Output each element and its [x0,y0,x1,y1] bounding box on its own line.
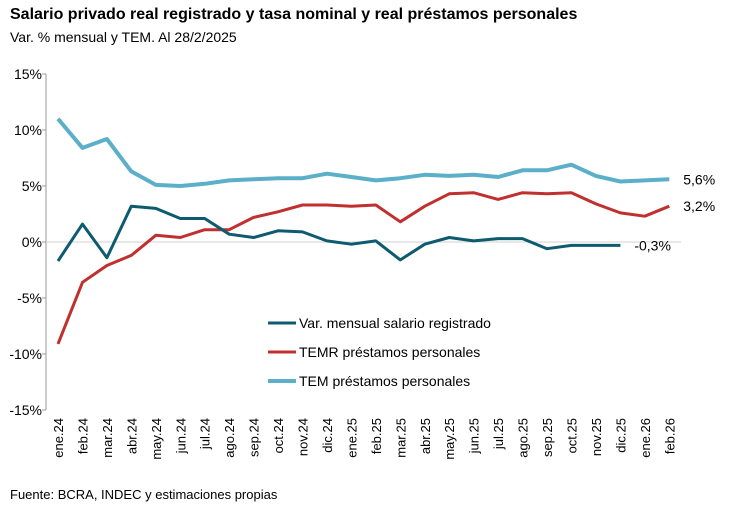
y-tick-label: 15% [14,66,42,82]
chart-title: Salario privado real registrado y tasa n… [10,6,578,23]
x-tick-label: sep.25 [540,418,555,457]
source-note: Fuente: BCRA, INDEC y estimaciones propi… [10,487,278,502]
x-tick-label: abr.25 [418,418,433,454]
x-tick-label: may.25 [442,418,457,460]
x-tick-label: jun.25 [467,418,482,454]
x-tick-label: mar.24 [100,418,115,458]
x-tick-label: mar.25 [393,418,408,458]
x-tick-label: feb.25 [369,418,384,454]
y-tick-label: -15% [9,402,42,418]
y-tick-label: -10% [9,346,42,362]
legend-label: Var. mensual salario registrado [299,315,491,331]
x-tick-label: jul.24 [198,418,213,450]
x-tick-label: ago.25 [516,418,531,458]
series-line-2 [56,117,670,188]
end-label: 3,2% [683,198,715,214]
x-tick-label: may.24 [149,418,164,460]
chart-subtitle: Var. % mensual y TEM. Al 28/2/2025 [10,29,237,45]
x-tick-label: dic.24 [320,418,335,453]
x-tick-label: oct.24 [271,418,286,453]
x-tick-label: ene.24 [51,418,66,458]
x-tick-label: feb.24 [75,418,90,454]
x-tick-label: ago.24 [222,418,237,458]
legend-label: TEMR préstamos personales [299,344,480,360]
x-tick-label: sep.24 [247,418,262,457]
y-tick-label: 5% [22,178,42,194]
end-label: -0,3% [634,237,671,253]
x-tick-label: nov.24 [296,418,311,456]
series-line-1 [56,191,670,345]
y-tick-label: 10% [14,122,42,138]
y-tick-label: -5% [17,290,42,306]
series-line-0 [56,204,621,262]
x-tick-label: nov.25 [589,418,604,456]
x-tick-label: dic.25 [613,418,628,453]
y-tick-label: 0% [22,234,42,250]
x-tick-label: oct.25 [564,418,579,453]
x-tick-label: ene.26 [638,418,653,458]
legend-label: TEM préstamos personales [299,373,470,389]
x-tick-label: jun.24 [173,418,188,454]
x-tick-label: jul.25 [491,418,506,450]
x-tick-label: feb.26 [662,418,677,454]
x-tick-label: ene.25 [344,418,359,458]
x-tick-label: abr.24 [124,418,139,454]
end-label: 5,6% [683,171,715,187]
